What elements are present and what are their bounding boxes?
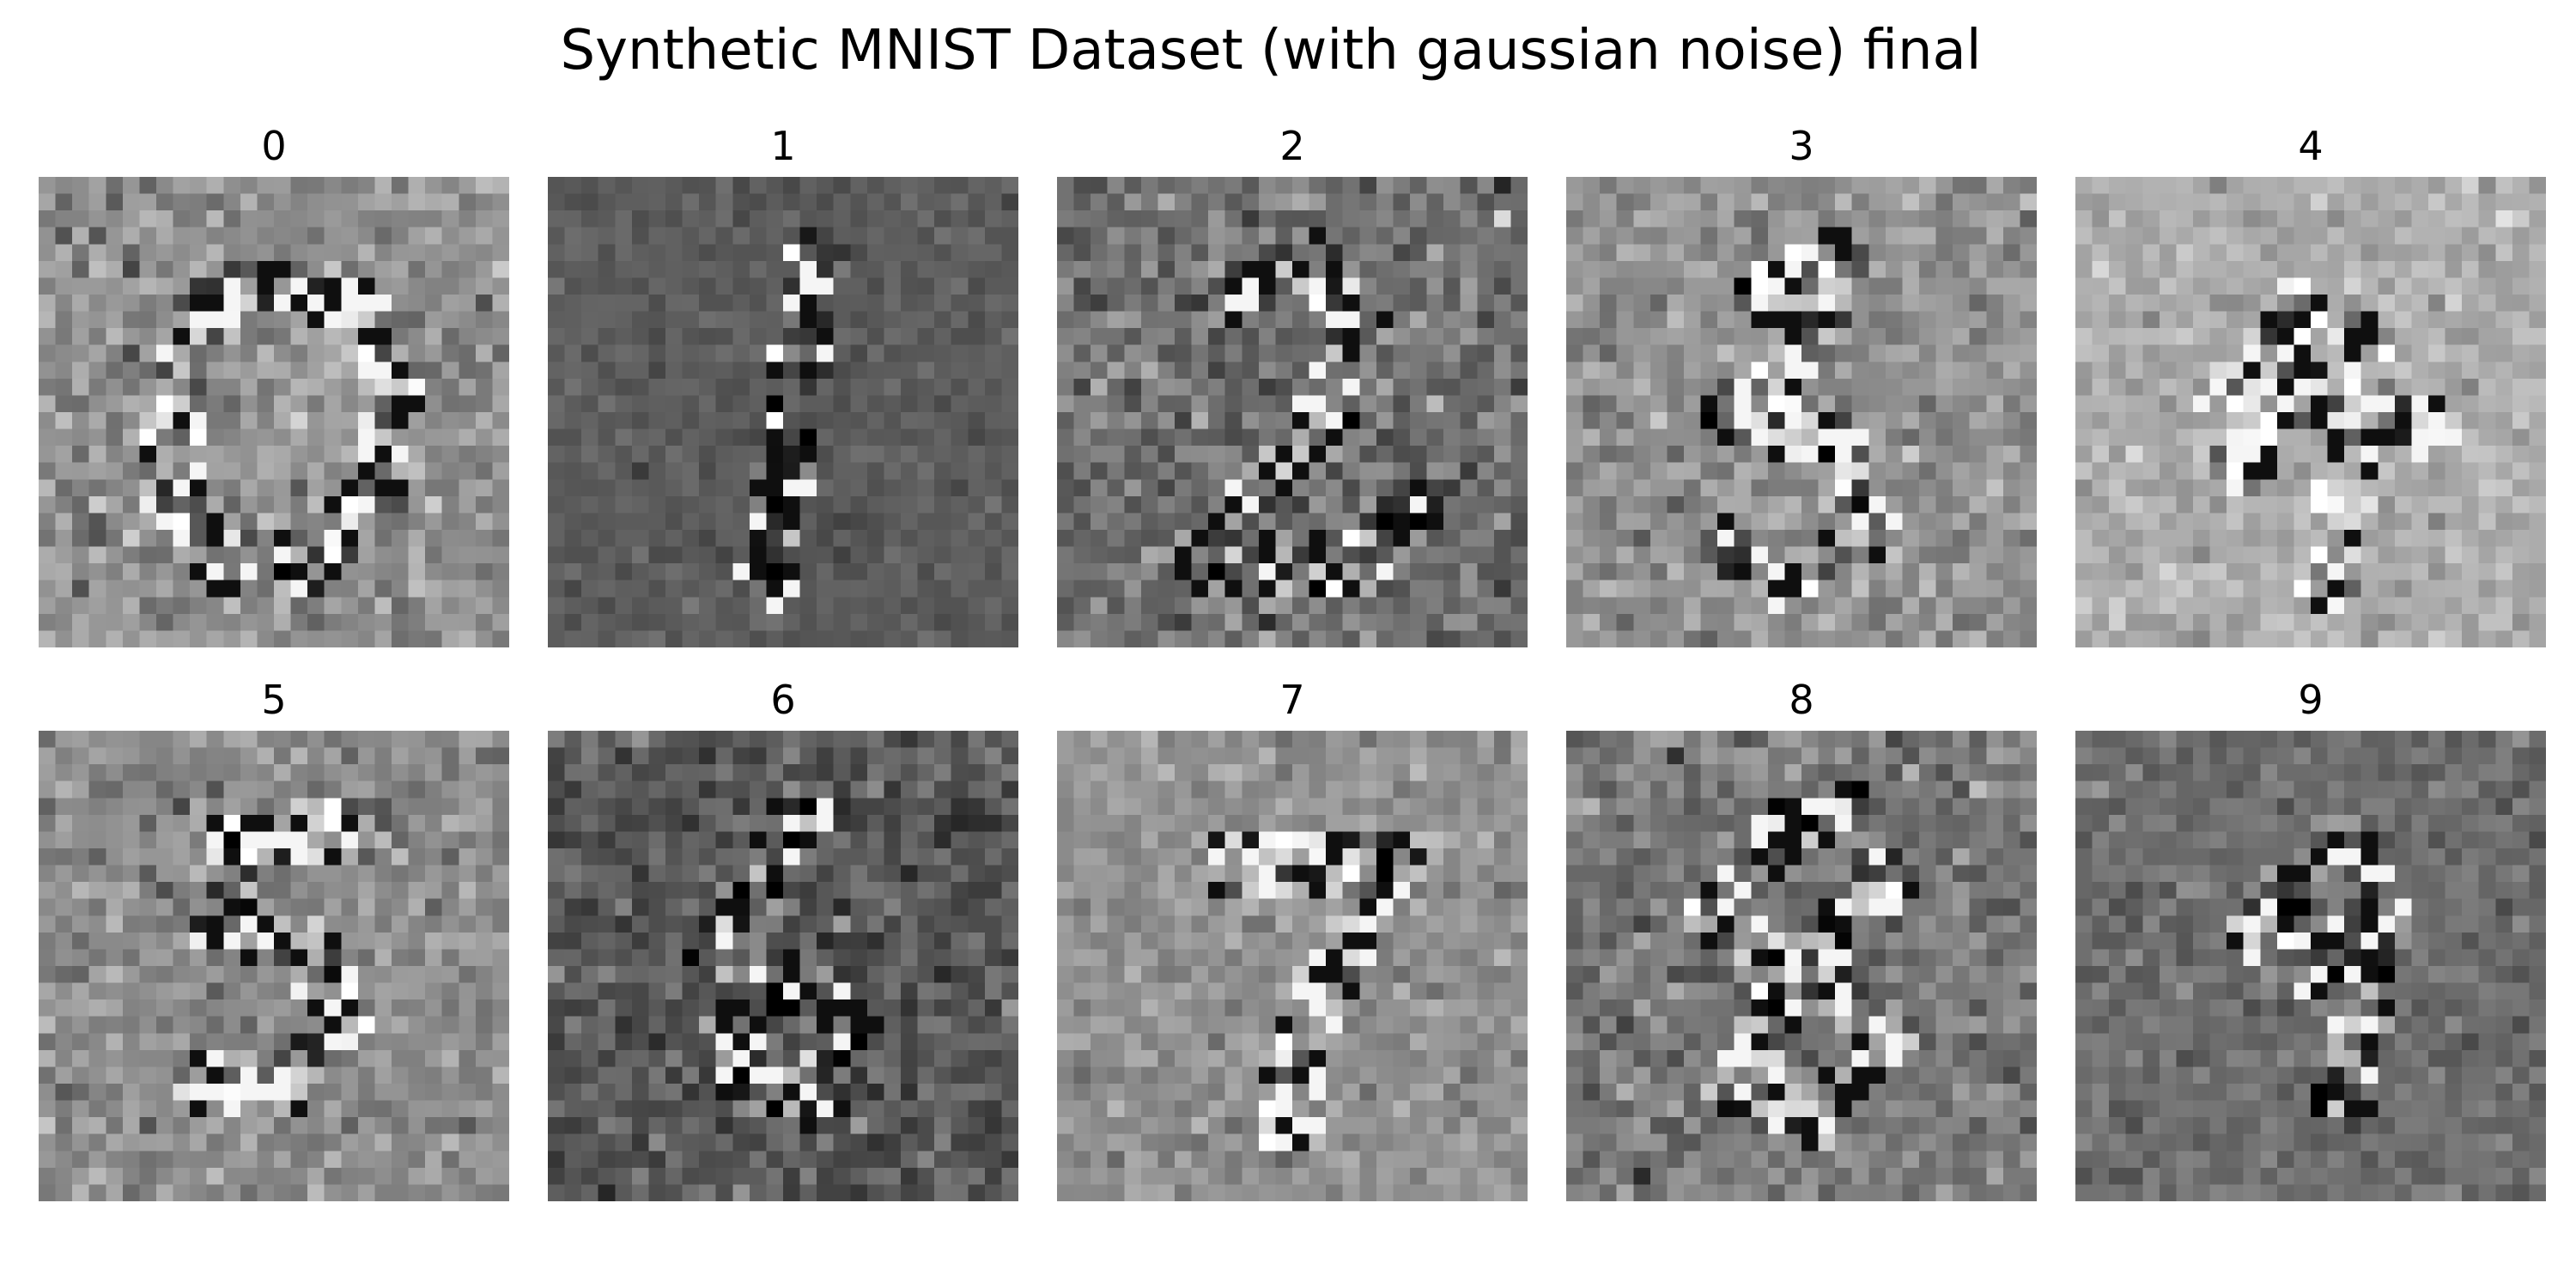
panel-title: 3 — [1789, 123, 1814, 169]
noise-image — [548, 731, 1018, 1201]
panel-title: 9 — [2298, 677, 2324, 723]
panel-title: 5 — [261, 677, 287, 723]
panel-title: 6 — [770, 677, 796, 723]
figure-title: Synthetic MNIST Dataset (with gaussian n… — [560, 19, 1982, 82]
noise-image — [39, 177, 509, 647]
panel-title: 4 — [2298, 123, 2324, 169]
noise-image — [39, 731, 509, 1201]
panel-title: 1 — [770, 123, 796, 169]
noise-image — [1057, 731, 1528, 1201]
noise-image — [548, 177, 1018, 647]
panel-title: 0 — [261, 123, 287, 169]
noise-image — [2075, 731, 2546, 1201]
noise-image — [1057, 177, 1528, 647]
panel-title: 2 — [1279, 123, 1305, 169]
noise-image — [1566, 177, 2037, 647]
noise-image — [2075, 177, 2546, 647]
panel-title: 8 — [1789, 677, 1814, 723]
noise-image — [1566, 731, 2037, 1201]
panel-title: 7 — [1279, 677, 1305, 723]
